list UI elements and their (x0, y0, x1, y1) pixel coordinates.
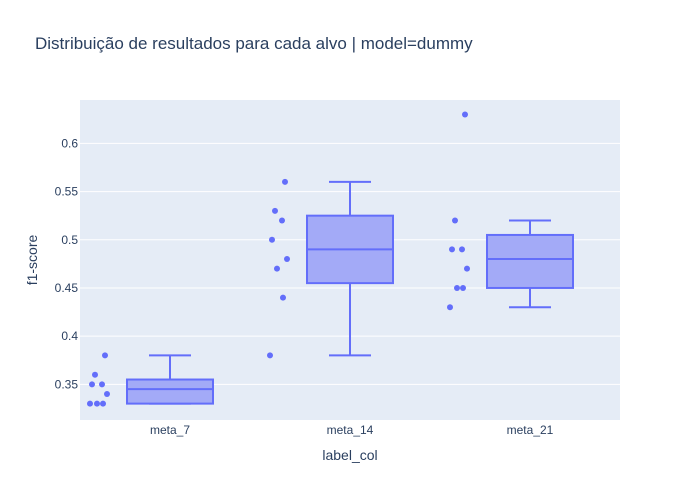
data-point (269, 236, 275, 243)
y-tick-label: 0.55 (55, 185, 79, 199)
x-tick-label: meta_21 (507, 423, 554, 437)
data-point (460, 284, 466, 291)
data-point (99, 381, 105, 388)
chart-title: Distribuição de resultados para cada alv… (35, 34, 473, 53)
data-point (279, 217, 285, 224)
data-point (282, 178, 288, 185)
x-axis-ticks: meta_7 meta_14 meta_21 (150, 423, 554, 437)
data-point (87, 400, 93, 407)
data-point (464, 265, 470, 272)
y-tick-label: 0.6 (61, 136, 78, 150)
y-tick-label: 0.5 (61, 233, 78, 247)
data-point (447, 304, 453, 311)
data-point (92, 371, 98, 378)
x-axis-title: label_col (322, 447, 377, 463)
y-tick-label: 0.4 (61, 329, 78, 343)
data-point (449, 246, 455, 253)
data-point (459, 246, 465, 253)
data-point (89, 381, 95, 388)
data-point (284, 256, 290, 263)
y-axis-title: f1-score (24, 235, 40, 286)
data-point (462, 111, 468, 118)
data-point (272, 207, 278, 214)
y-tick-label: 0.45 (55, 281, 79, 295)
iqr-box (486, 233, 574, 289)
data-point (100, 400, 106, 407)
data-point (267, 352, 273, 359)
data-point (104, 390, 110, 397)
data-point (274, 265, 280, 272)
data-point (94, 400, 100, 407)
data-point (280, 294, 286, 301)
y-tick-label: 0.35 (55, 377, 79, 391)
boxes (87, 111, 574, 407)
data-point (102, 352, 108, 359)
y-axis-ticks: 0.35 0.4 0.45 0.5 0.55 0.6 (55, 136, 79, 391)
iqr-box (126, 378, 214, 405)
data-point (454, 284, 460, 291)
x-tick-label: meta_7 (150, 423, 190, 437)
x-tick-label: meta_14 (327, 423, 374, 437)
box-meta_14 (267, 178, 394, 359)
box-meta_7 (87, 352, 214, 407)
data-point (452, 217, 458, 224)
box-meta_21 (447, 111, 574, 311)
